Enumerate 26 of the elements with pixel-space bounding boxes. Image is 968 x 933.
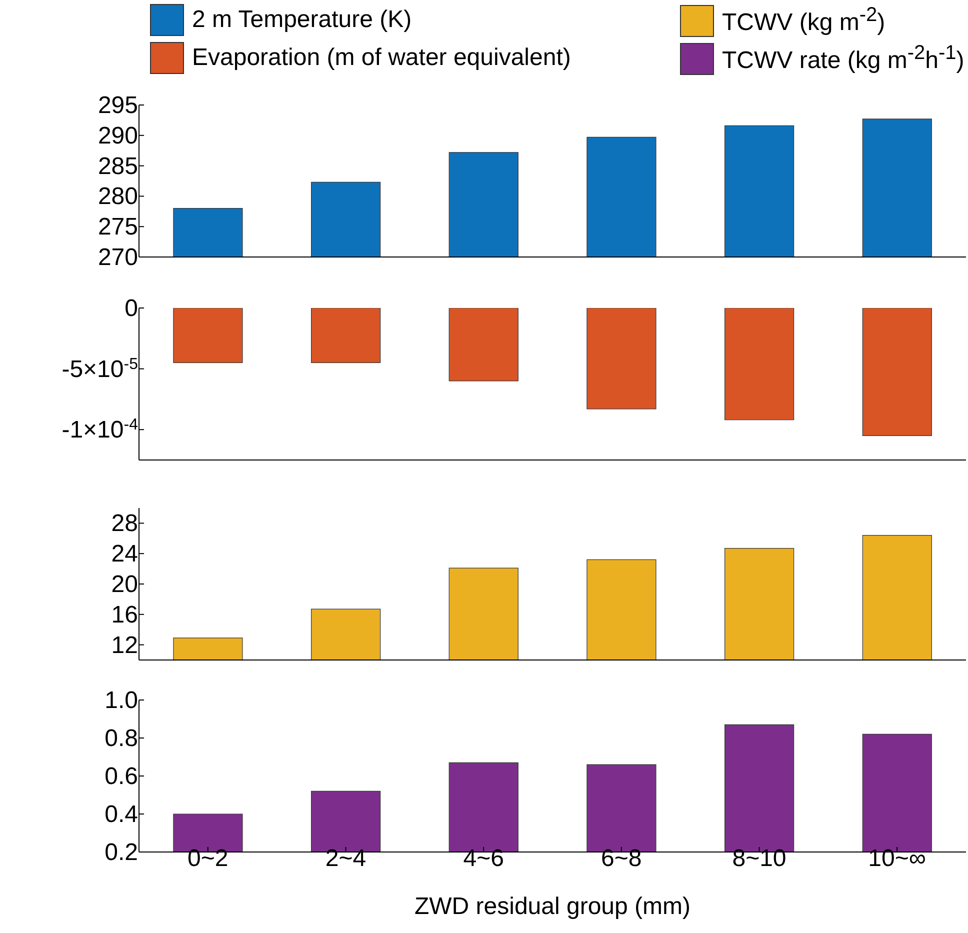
y-tick-label: 290: [98, 122, 138, 150]
legend-label: TCWV rate (kg m$^{-2}$h$^{-1}$): [722, 42, 964, 75]
y-tick-label: 280: [98, 183, 138, 210]
y-tick-label: 28: [111, 510, 138, 538]
y-tick-label: 295: [98, 92, 138, 119]
y-tick-label: 0.4: [104, 801, 138, 828]
legend-label: TCWV (kg m$^{-2}$): [722, 4, 886, 37]
legend-label: 2 m Temperature (K): [192, 6, 412, 34]
y-tick-label: -1×10$^{-4}$: [62, 416, 138, 444]
y-tick-label: -5×10$^{-5}$: [62, 355, 138, 383]
y-tick-label: 16: [111, 601, 138, 628]
y-tick-label: 0: [124, 295, 138, 322]
y-tick-label: 1.0: [104, 687, 138, 714]
y-tick-label: 24: [111, 540, 138, 568]
x-axis-title: ZWD residual group (mm): [414, 893, 691, 920]
legend-label: Evaporation (m of water equivalent): [192, 44, 571, 72]
x-tick-label: 10~∞: [868, 845, 926, 872]
y-tick-label: 12: [111, 632, 138, 659]
y-tick-label: 0.6: [104, 763, 138, 790]
y-tick-label: 285: [98, 152, 138, 180]
y-tick-label: 270: [98, 244, 138, 271]
x-tick-label: 6~8: [601, 845, 642, 872]
y-tick-label: 0.8: [104, 725, 138, 752]
y-tick-label: 20: [111, 571, 138, 598]
y-tick-label: 275: [98, 214, 138, 241]
y-tick-label: 0.2: [104, 839, 138, 866]
